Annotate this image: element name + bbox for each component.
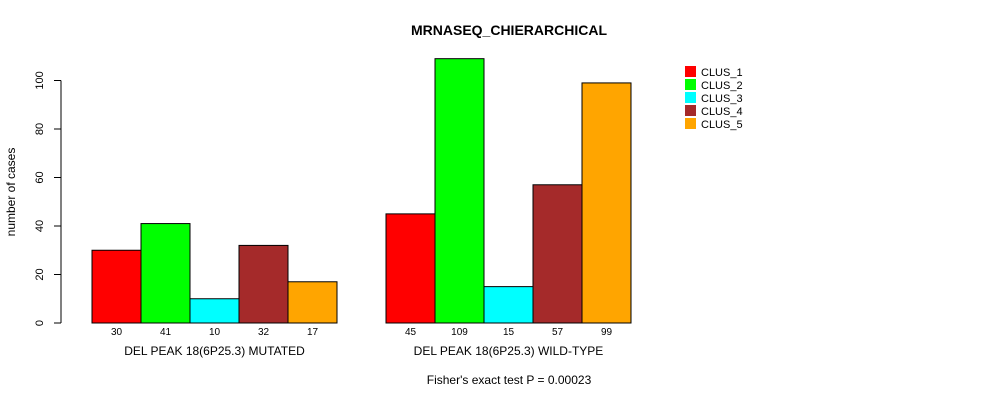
bar-count-label: 45 (405, 327, 417, 338)
y-tick-label: 100 (34, 71, 46, 89)
bar-clus-4-group-1 (238, 244, 289, 324)
legend-swatch (685, 92, 696, 103)
y-tick-label: 60 (34, 171, 46, 183)
bar-count-label: 17 (307, 327, 319, 338)
bar-clus-5-group-2 (581, 82, 632, 324)
bar-count-label: 109 (451, 327, 468, 338)
bar-clus-4-group-2 (532, 184, 583, 324)
legend-swatch (685, 79, 696, 90)
legend-swatch (685, 66, 696, 77)
bar-clus-3-group-1 (189, 298, 240, 324)
bar-count-label: 41 (160, 327, 172, 338)
bar-count-label: 57 (552, 327, 564, 338)
bar-clus-1-group-1 (91, 249, 142, 324)
legend-swatch (685, 105, 696, 116)
chart-title: MRNASEQ_CHIERARCHICAL (411, 22, 607, 38)
group-label-1: DEL PEAK 18(6P25.3) MUTATED (124, 344, 305, 358)
y-tick-label: 0 (34, 320, 46, 326)
bar-clus-2-group-1 (140, 223, 191, 324)
y-axis-label: number of cases (4, 148, 18, 237)
bar-count-label: 32 (258, 327, 270, 338)
y-tick-label: 80 (34, 123, 46, 135)
legend-label: CLUS_5 (701, 119, 743, 131)
bar-count-label: 10 (209, 327, 221, 338)
y-tick-label: 20 (34, 268, 46, 280)
group-labels: DEL PEAK 18(6P25.3) MUTATED DEL PEAK 18(6… (124, 344, 603, 358)
legend-swatch (685, 118, 696, 129)
bar-count-label: 30 (111, 327, 123, 338)
y-tick-label: 40 (34, 220, 46, 232)
legend-label: CLUS_4 (701, 106, 743, 118)
bar-clus-5-group-1 (287, 281, 338, 324)
bar-clus-1-group-2 (385, 213, 436, 324)
bars-layer: 30 41 10 32 17 45 109 15 57 99 (91, 58, 632, 338)
fisher-test-footnote: Fisher's exact test P = 0.00023 (427, 373, 592, 387)
bar-clus-3-group-2 (483, 286, 534, 324)
y-axis: 0 20 40 60 80 100 (34, 71, 62, 326)
legend-label: CLUS_3 (701, 93, 743, 105)
legend-label: CLUS_2 (701, 80, 743, 92)
bar-clus-2-group-2 (434, 58, 485, 324)
bar-count-label: 15 (503, 327, 515, 338)
group-label-2: DEL PEAK 18(6P25.3) WILD-TYPE (414, 344, 604, 358)
bar-count-label: 99 (601, 327, 613, 338)
legend-label: CLUS_1 (701, 67, 743, 79)
